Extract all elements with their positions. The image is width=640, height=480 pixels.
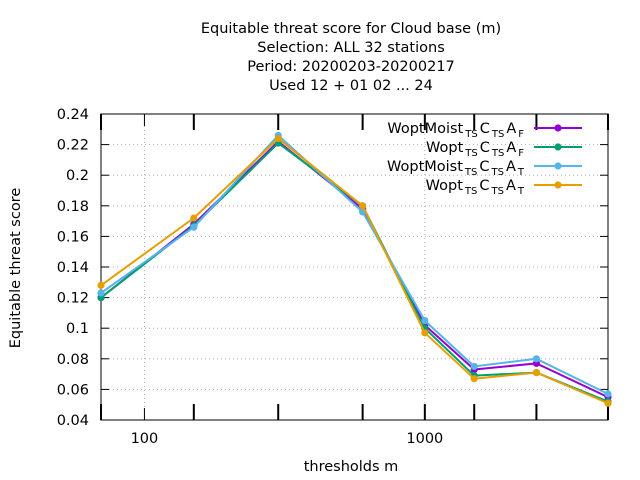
- y-tick-label: 0.24: [57, 107, 89, 123]
- legend-swatch-point: [554, 162, 562, 170]
- legend-entry: Wopt TS C TS A T: [426, 178, 582, 197]
- y-tick-label: 0.12: [57, 291, 89, 307]
- y-tick-label: 0.22: [57, 138, 89, 154]
- data-point: [421, 329, 429, 337]
- legend-label: Wopt TS C TS A T: [426, 178, 525, 197]
- series-3: [97, 131, 612, 398]
- grid-lines: [101, 114, 608, 420]
- y-tick-label: 0.08: [57, 352, 89, 368]
- legend-label: Wopt TS C TS A F: [426, 140, 524, 159]
- series-4: [97, 134, 612, 407]
- series-line: [100, 137, 609, 405]
- title-line-4: Used 12 + 01 02 ... 24: [269, 78, 433, 94]
- data-point: [604, 399, 612, 407]
- title-line-1: Equitable threat score for Cloud base (m…: [201, 21, 501, 37]
- legend-entry: Wopt TS C TS A F: [426, 140, 582, 159]
- x-tick-label: 100: [131, 431, 159, 447]
- data-point: [470, 375, 478, 383]
- y-tick-label: 0.18: [57, 199, 89, 215]
- plot-frame: [100, 113, 609, 421]
- y-tick-label: 0.14: [57, 260, 89, 276]
- legend-label: WoptMoist TS C TS A T: [387, 159, 525, 178]
- legend-swatch-point: [554, 143, 562, 151]
- legend-swatch-point: [554, 124, 562, 132]
- data-point: [274, 134, 282, 143]
- data-point: [604, 390, 612, 398]
- chart-title: Equitable threat score for Cloud base (m…: [201, 21, 501, 94]
- axes: 0.04 0.06 0.08 0.1 0.12 0.14 0.16 0.18 0.2 0.22 0.…: [57, 107, 609, 447]
- legend-swatch-point: [554, 181, 562, 189]
- data-point: [532, 355, 541, 363]
- data-point: [532, 368, 541, 377]
- series-lines: [97, 131, 612, 407]
- title-line-3: Period: 20200203-20200217: [247, 59, 455, 75]
- data-point: [190, 223, 198, 231]
- x-tick-label: 1000: [406, 431, 443, 447]
- legend-label: WoptMoist TS C TS A F: [387, 121, 524, 140]
- data-point: [421, 316, 429, 325]
- data-point: [97, 281, 105, 289]
- legend-entry: WoptMoist TS C TS A T: [387, 159, 582, 178]
- legend-entry: WoptMoist TS C TS A F: [387, 121, 582, 140]
- series-line: [100, 142, 609, 403]
- title-line-2: Selection: ALL 32 stations: [257, 40, 445, 56]
- data-point: [97, 289, 105, 297]
- y-tick-label: 0.1: [66, 321, 89, 337]
- x-axis-title: thresholds m: [304, 459, 399, 475]
- data-point: [190, 214, 198, 222]
- y-tick-label: 0.16: [57, 229, 89, 245]
- series-line: [100, 134, 609, 395]
- data-point: [470, 362, 478, 371]
- data-point: [359, 202, 367, 210]
- y-tick-label: 0.2: [66, 168, 89, 184]
- y-tick-label: 0.06: [57, 382, 89, 398]
- y-tick-label: 0.04: [57, 413, 89, 429]
- y-axis-title: Equitable threat score: [8, 188, 24, 349]
